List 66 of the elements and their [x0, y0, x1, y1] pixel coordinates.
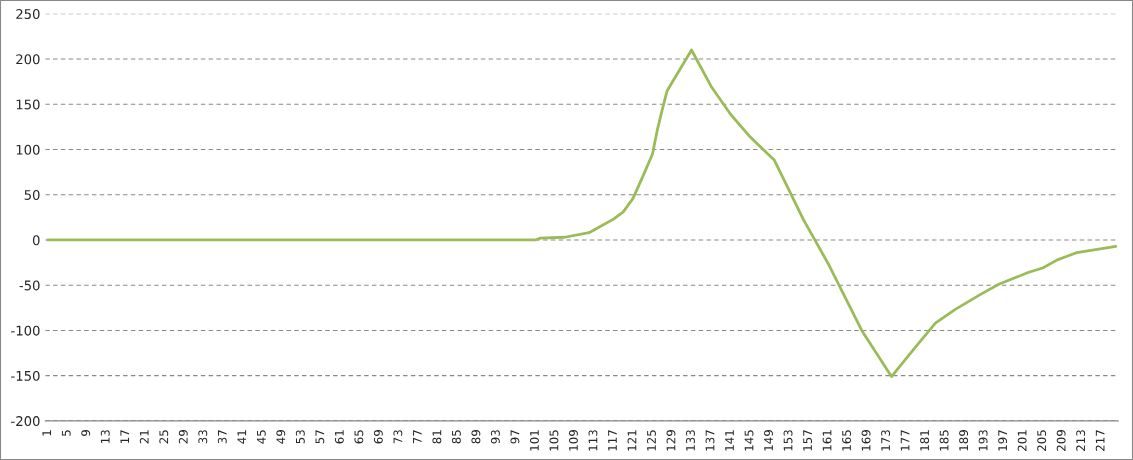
x-tick-label: 101: [529, 430, 539, 451]
x-tick-label: 81: [432, 430, 442, 444]
y-tick-label: -50: [19, 280, 40, 291]
x-tick-label: 137: [705, 430, 715, 451]
x-tick-label: 61: [334, 430, 344, 444]
x-tick-label: 13: [100, 430, 110, 443]
x-tick-label: 217: [1095, 430, 1105, 451]
x-tick-label: 205: [1037, 430, 1047, 451]
y-tick-label: -100: [11, 325, 40, 336]
x-tick-label: 77: [413, 430, 422, 444]
y-tick-label: 50: [24, 189, 40, 200]
x-tick-label: 141: [725, 430, 734, 451]
x-tick-label: 185: [939, 430, 949, 451]
x-tick-label: 21: [139, 430, 149, 444]
x-tick-label: 125: [647, 430, 656, 451]
x-tick-label: 121: [627, 430, 637, 451]
x-tick-label: 1: [42, 430, 52, 436]
y-tick-label: -200: [11, 416, 40, 427]
x-tick-label: 93: [490, 430, 500, 444]
y-tick-label: 150: [16, 99, 40, 110]
x-tick-label: 153: [783, 430, 793, 451]
x-tick-label: 65: [354, 430, 364, 444]
x-tick-label: 69: [373, 430, 383, 444]
y-tick-label: 100: [16, 144, 40, 155]
x-tick-label: 85: [451, 430, 461, 444]
x-tick-label: 189: [959, 430, 969, 451]
x-tick-label: 117: [608, 430, 617, 451]
x-tick-label: 109: [568, 430, 578, 451]
x-tick-label: 193: [978, 430, 988, 451]
x-tick-label: 105: [549, 430, 559, 451]
x-tick-label: 213: [1076, 430, 1086, 451]
x-tick-label: 53: [295, 430, 305, 444]
x-tick-label: 57: [315, 430, 325, 444]
x-tick-label: 17: [120, 430, 130, 443]
x-tick-label: 9: [81, 430, 91, 436]
x-tick-label: 41: [237, 430, 247, 444]
y-tick-label: 250: [16, 9, 40, 19]
line-series: [46, 48, 1118, 378]
y-tick-label: -150: [11, 370, 40, 381]
x-tick-label: 29: [178, 430, 188, 444]
x-tick-label: 161: [822, 430, 832, 451]
x-tick-label: 129: [666, 430, 676, 451]
x-tick-label: 149: [764, 430, 773, 451]
x-tick-label: 113: [588, 430, 598, 451]
x-tick-label: 201: [1017, 430, 1027, 451]
x-tick-label: 25: [159, 430, 169, 444]
x-tick-label: 165: [842, 430, 852, 451]
x-tick-label: 33: [198, 430, 208, 444]
x-tick-label: 133: [686, 430, 695, 451]
x-tick-label: 97: [510, 430, 520, 444]
x-tick-label: 49: [276, 430, 286, 444]
x-tick-label: 181: [920, 430, 930, 451]
y-tick-label: 0: [32, 235, 40, 246]
x-tick-label: 5: [61, 430, 71, 436]
x-tick-label: 197: [998, 430, 1008, 451]
x-tick-label: 37: [217, 430, 227, 444]
x-tick-label: 45: [257, 430, 266, 444]
x-tick-label: 145: [744, 430, 754, 451]
x-tick-label: 209: [1056, 430, 1066, 451]
x-tick-label: 177: [900, 430, 910, 451]
x-tick-label: 173: [881, 430, 891, 451]
x-tick-label: 89: [471, 430, 481, 444]
x-tick-label: 157: [803, 430, 812, 451]
x-tick-label: 73: [393, 430, 403, 444]
y-tick-label: 200: [16, 54, 40, 65]
x-tick-label: 169: [861, 430, 871, 451]
